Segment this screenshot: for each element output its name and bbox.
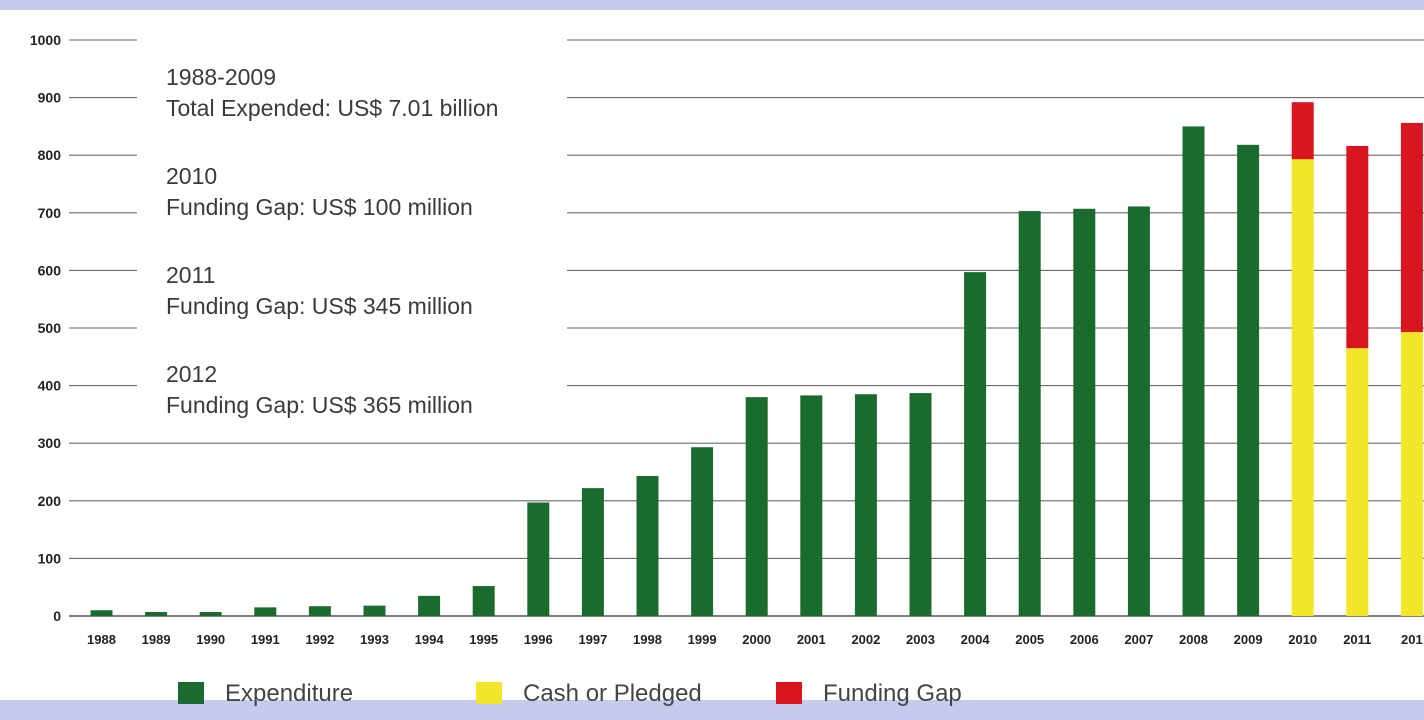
legend-label-expenditure: Expenditure: [225, 680, 354, 707]
bar-expenditure: [1237, 144, 1260, 616]
y-tick-label: 900: [38, 90, 62, 106]
x-tick-label: 201: [1401, 632, 1423, 647]
x-tick-label: 1989: [142, 632, 171, 647]
annotation-year: 2011: [166, 262, 216, 288]
x-tick-label: 1988: [87, 632, 116, 647]
annotation-gap-2010: 2010 Funding Gap: US$ 100 million: [166, 161, 498, 223]
legend-label-funding-gap: Funding Gap: [823, 680, 962, 707]
y-tick-label: 1000: [30, 32, 61, 48]
x-tick-label: 1999: [688, 632, 717, 647]
x-tick-label: 2001: [797, 632, 826, 647]
x-tick-label: 1990: [196, 632, 225, 647]
y-tick-label: 300: [38, 435, 62, 451]
bar-expenditure: [854, 394, 877, 616]
legend-label-cash-or-pledged: Cash or Pledged: [523, 680, 702, 707]
annotation-year: 2010: [166, 163, 218, 189]
y-tick-label: 600: [38, 262, 62, 278]
x-tick-label: 1991: [251, 632, 280, 647]
y-tick-label: 800: [38, 147, 62, 163]
x-tick-label: 2004: [961, 632, 991, 647]
bar-expenditure: [1073, 208, 1096, 616]
x-tick-label: 2007: [1124, 632, 1153, 647]
bar-cash-or-pledged: [1291, 159, 1314, 616]
x-tick-label: 2000: [742, 632, 771, 647]
bar-expenditure: [145, 611, 168, 616]
chart-annotations: 1988-2009 Total Expended: US$ 7.01 billi…: [166, 62, 498, 458]
bar-expenditure: [909, 393, 932, 616]
bar-expenditure: [254, 607, 277, 616]
bar-funding-gap: [1346, 145, 1369, 349]
annotation-gap: Funding Gap: US$ 100 million: [166, 194, 473, 220]
annotation-backdrop: [137, 30, 567, 422]
annotation-year: 2012: [166, 361, 218, 387]
x-tick-label: 2010: [1288, 632, 1317, 647]
x-tick-label: 1993: [360, 632, 389, 647]
x-tick-label: 1992: [305, 632, 334, 647]
bar-expenditure: [363, 605, 386, 616]
x-tick-label: 1995: [469, 632, 498, 647]
legend-swatch-expenditure: [178, 682, 204, 704]
bar-expenditure: [581, 488, 604, 616]
annotation-gap: Funding Gap: US$ 345 million: [166, 293, 473, 319]
x-tick-label: 2005: [1015, 632, 1044, 647]
x-tick-label: 1997: [578, 632, 607, 647]
x-tick-label: 2003: [906, 632, 935, 647]
x-tick-label: 2009: [1234, 632, 1263, 647]
y-tick-label: 500: [38, 320, 62, 336]
bar-expenditure: [199, 611, 222, 616]
bar-expenditure: [527, 502, 550, 616]
y-tick-label: 400: [38, 378, 62, 394]
annotation-total: Total Expended: US$ 7.01 billion: [166, 95, 499, 121]
bar-expenditure: [90, 610, 113, 616]
annotation-total-expended: 1988-2009 Total Expended: US$ 7.01 billi…: [166, 62, 498, 124]
chart-area: 0 100 200 300 400 500 600 700 800 900 1000 1988 1989…: [12, 10, 1424, 700]
bar-cash-or-pledged: [1400, 332, 1423, 616]
annotation-gap: Funding Gap: US$ 365 million: [166, 392, 473, 418]
x-tick-label: 1998: [633, 632, 662, 647]
bar-expenditure: [1127, 206, 1150, 617]
bar-expenditure: [308, 606, 331, 616]
bar-expenditure: [1182, 126, 1205, 617]
y-tick-label: 0: [53, 608, 61, 624]
bar-chart: 0 100 200 300 400 500 600 700 800 900 1000 1988 1989…: [30, 30, 1424, 647]
annotation-gap-2012: 2012 Funding Gap: US$ 365 million: [166, 359, 498, 421]
annotation-period: 1988-2009: [166, 64, 276, 90]
bar-expenditure: [636, 476, 659, 616]
y-tick-label: 700: [38, 205, 62, 221]
annotation-gap-2011: 2011 Funding Gap: US$ 345 million: [166, 260, 498, 322]
bar-expenditure: [418, 595, 441, 616]
legend-swatch-funding-gap: [776, 682, 802, 704]
x-tick-label: 2006: [1070, 632, 1099, 647]
bar-expenditure: [745, 397, 768, 616]
bar-expenditure: [691, 447, 714, 616]
bar-funding-gap: [1400, 122, 1423, 333]
bar-cash-or-pledged: [1346, 348, 1369, 616]
x-tick-label: 2008: [1179, 632, 1208, 647]
bar-expenditure: [964, 272, 987, 616]
bar-expenditure: [800, 395, 823, 616]
y-tick-label: 200: [38, 493, 62, 509]
bar-expenditure: [1018, 211, 1041, 616]
bar-funding-gap: [1291, 102, 1314, 160]
x-tick-label: 1996: [524, 632, 553, 647]
y-tick-label: 100: [38, 550, 62, 566]
x-tick-label: 1994: [415, 632, 445, 647]
legend-swatch-cash-or-pledged: [476, 682, 502, 704]
x-tick-label: 2002: [851, 632, 880, 647]
x-tick-label: 2011: [1343, 632, 1371, 647]
bar-expenditure: [472, 586, 495, 616]
